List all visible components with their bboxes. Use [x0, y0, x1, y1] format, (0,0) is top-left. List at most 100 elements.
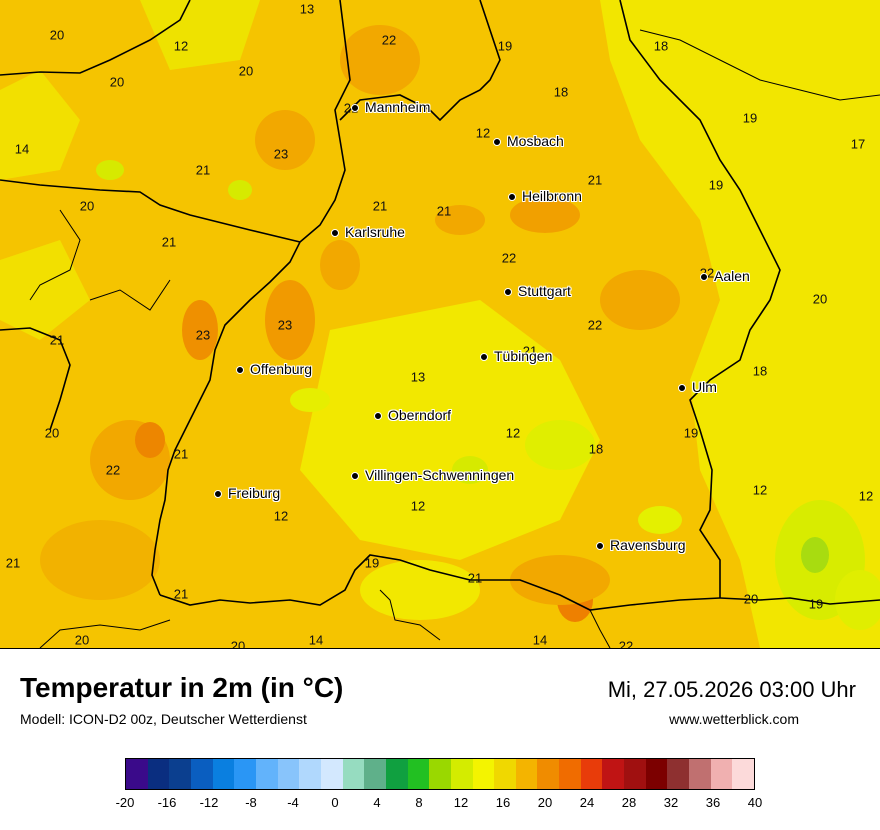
city-dot-icon — [214, 490, 222, 499]
city-label: Tübingen — [494, 348, 553, 364]
city-marker: Freiburg — [214, 485, 280, 501]
model-source: Modell: ICON-D2 00z, Deutscher Wetterdie… — [20, 711, 307, 727]
city-marker: Karlsruhe — [331, 224, 405, 240]
legend-color-cell — [429, 759, 451, 789]
city-label: Villingen-Schwenningen — [365, 467, 515, 483]
legend-color-cell — [385, 759, 408, 789]
legend-color-cell — [645, 759, 668, 789]
temperature-value: 14 — [308, 632, 324, 648]
city-dot-icon — [374, 412, 382, 421]
legend-tick-label: 12 — [453, 795, 469, 810]
legend-color-cell — [559, 759, 581, 789]
temperature-value: 22 — [105, 462, 121, 478]
temperature-value: 22 — [618, 638, 634, 649]
city-label: Heilbronn — [522, 188, 582, 204]
temperature-value: 22 — [381, 32, 397, 48]
temperature-value: 20 — [44, 425, 60, 441]
temperature-value: 20 — [743, 591, 759, 607]
temperature-value: 22 — [587, 317, 603, 333]
temperature-value: 21 — [467, 570, 483, 586]
legend-color-cell — [537, 759, 560, 789]
legend-color-cell — [472, 759, 495, 789]
website-link[interactable]: www.wetterblick.com — [669, 711, 799, 727]
legend-color-cell — [602, 759, 625, 789]
legend-tick-label: 8 — [415, 795, 423, 810]
temperature-value: 18 — [752, 363, 768, 379]
temperature-value: 21 — [161, 234, 177, 250]
temperature-value: 23 — [277, 317, 293, 333]
legend-tick-label: -4 — [287, 795, 299, 810]
city-label: Karlsruhe — [345, 224, 405, 240]
city-marker: Offenburg — [236, 361, 312, 377]
temperature-value: 21 — [195, 162, 211, 178]
color-legend — [125, 758, 755, 790]
temperature-value: 20 — [812, 291, 828, 307]
map-title: Temperatur in 2m (in °C) — [20, 672, 344, 703]
temperature-value: 21 — [522, 343, 538, 359]
temperature-value: 21 — [436, 203, 452, 219]
legend-color-cell — [277, 759, 300, 789]
legend-tick-label: 32 — [663, 795, 679, 810]
city-label: Oberndorf — [388, 407, 452, 423]
temperature-value: 21 — [173, 586, 189, 602]
legend-color-cell — [299, 759, 321, 789]
temperature-value: 20 — [238, 63, 254, 79]
map-field — [0, 0, 880, 648]
temperature-value: 14 — [14, 141, 30, 157]
city-label: Ulm — [692, 379, 717, 395]
legend-tick-label: -12 — [199, 795, 219, 810]
temperature-value: 20 — [230, 638, 246, 649]
legend-color-cell — [710, 759, 733, 789]
legend-tick-label: 24 — [579, 795, 595, 810]
city-marker: Stuttgart — [504, 283, 571, 299]
city-marker: Mosbach — [493, 133, 564, 149]
legend-tick-label: -20 — [115, 795, 135, 810]
city-dot-icon — [480, 353, 488, 362]
city-marker: Oberndorf — [374, 407, 451, 423]
city-dot-icon — [331, 229, 339, 238]
legend-color-cell — [689, 759, 711, 789]
legend-tick-label: 28 — [621, 795, 637, 810]
temperature-value: 12 — [273, 508, 289, 524]
city-marker: Aalen — [700, 268, 750, 284]
temperature-value: 17 — [850, 136, 866, 152]
city-marker: Tübingen — [480, 348, 552, 364]
legend-tick-label: 0 — [331, 795, 339, 810]
city-label: Mosbach — [507, 133, 564, 149]
temperature-value: 19 — [364, 555, 380, 571]
temperature-value: 21 — [173, 446, 189, 462]
city-label: Offenburg — [250, 361, 313, 377]
legend-color-cell — [494, 759, 516, 789]
legend-color-cell — [147, 759, 170, 789]
legend-color-cell — [126, 759, 148, 789]
temperature-value: 12 — [173, 38, 189, 54]
temperature-map: 13 20 12 22 19 18 20 20 18 21 12 19 14 23 17 21 21 19 20 21… — [0, 0, 880, 649]
legend-tick-label: 16 — [495, 795, 511, 810]
legend-color-cell — [450, 759, 473, 789]
city-marker: Ulm — [678, 379, 717, 395]
temperature-value: 21 — [5, 555, 21, 571]
legend-tick-label: 4 — [373, 795, 381, 810]
legend-color-cell — [342, 759, 365, 789]
legend-tick-label: -16 — [157, 795, 177, 810]
temperature-value: 19 — [497, 38, 513, 54]
temperature-value: 20 — [79, 198, 95, 214]
legend-tick-label: -8 — [245, 795, 257, 810]
temperature-value: 18 — [653, 38, 669, 54]
legend-color-cell — [580, 759, 603, 789]
temperature-value: 21 — [372, 198, 388, 214]
temperature-value: 22 — [501, 250, 517, 266]
temperature-value: 21 — [587, 172, 603, 188]
city-marker: Ravensburg — [596, 537, 686, 553]
city-dot-icon — [351, 104, 359, 113]
city-dot-icon — [596, 542, 604, 551]
temperature-value: 20 — [49, 27, 65, 43]
legend-color-cell — [212, 759, 235, 789]
city-dot-icon — [700, 273, 708, 282]
city-label: Aalen — [714, 268, 750, 284]
temperature-value: 13 — [410, 369, 426, 385]
city-marker: Villingen-Schwenningen — [351, 467, 514, 483]
legend-color-cell — [667, 759, 690, 789]
city-dot-icon — [504, 288, 512, 297]
temperature-value: 23 — [195, 327, 211, 343]
